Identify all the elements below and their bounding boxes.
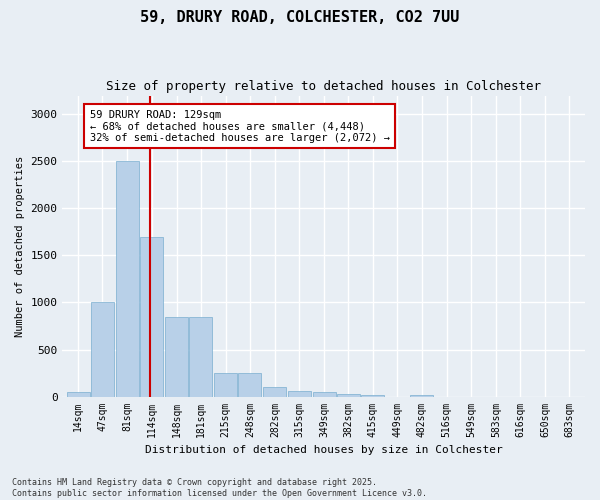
Text: 59 DRURY ROAD: 129sqm
← 68% of detached houses are smaller (4,448)
32% of semi-d: 59 DRURY ROAD: 129sqm ← 68% of detached … bbox=[89, 110, 389, 143]
Bar bbox=[67, 392, 90, 396]
Bar bbox=[337, 394, 360, 396]
Title: Size of property relative to detached houses in Colchester: Size of property relative to detached ho… bbox=[106, 80, 541, 93]
Bar bbox=[165, 316, 188, 396]
Bar bbox=[140, 236, 163, 396]
Bar bbox=[361, 394, 384, 396]
Bar bbox=[410, 394, 433, 396]
Text: Contains HM Land Registry data © Crown copyright and database right 2025.
Contai: Contains HM Land Registry data © Crown c… bbox=[12, 478, 427, 498]
Bar bbox=[189, 316, 212, 396]
Bar bbox=[238, 373, 262, 396]
Bar bbox=[313, 392, 335, 396]
Y-axis label: Number of detached properties: Number of detached properties bbox=[15, 156, 25, 336]
Bar bbox=[214, 373, 237, 396]
X-axis label: Distribution of detached houses by size in Colchester: Distribution of detached houses by size … bbox=[145, 445, 503, 455]
Bar bbox=[263, 387, 286, 396]
Bar bbox=[116, 162, 139, 396]
Bar bbox=[91, 302, 114, 396]
Bar bbox=[287, 392, 311, 396]
Text: 59, DRURY ROAD, COLCHESTER, CO2 7UU: 59, DRURY ROAD, COLCHESTER, CO2 7UU bbox=[140, 10, 460, 25]
